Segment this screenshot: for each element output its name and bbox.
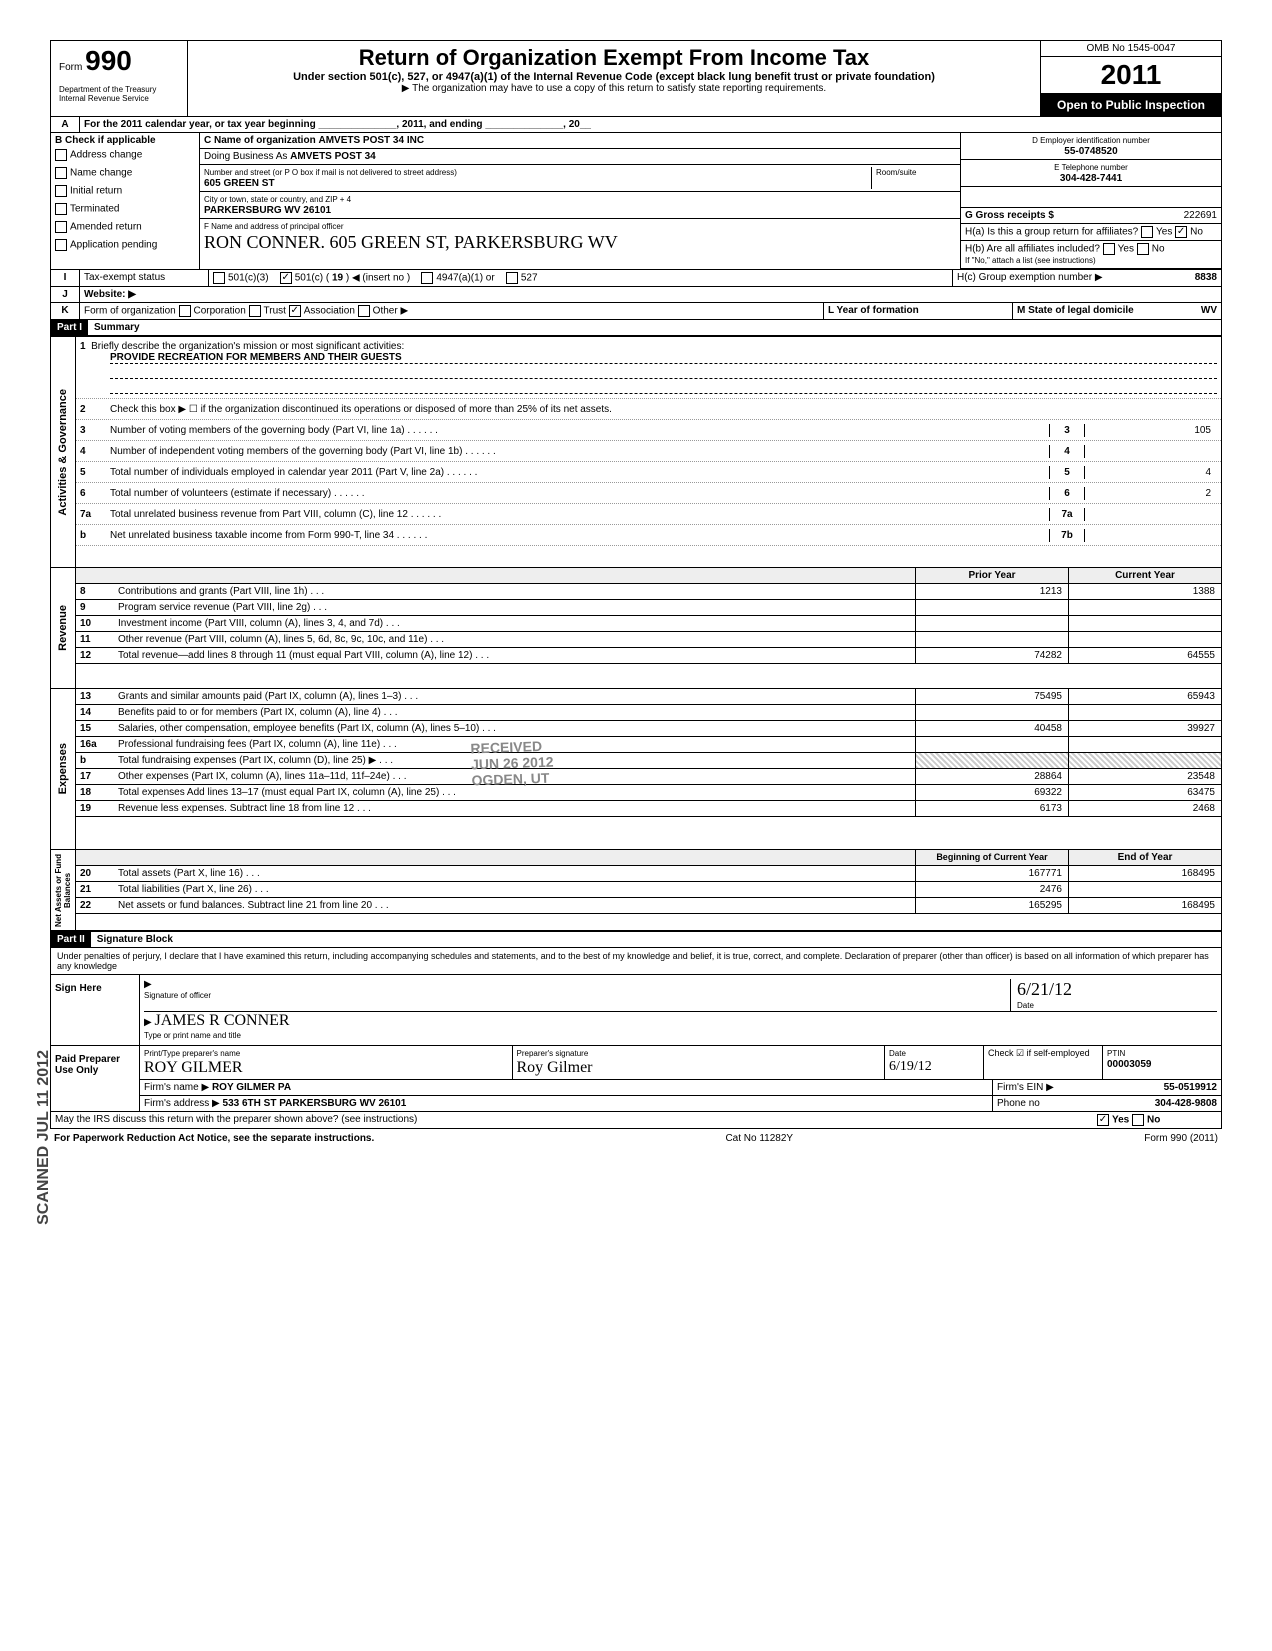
part1-header: Part I <box>51 320 88 335</box>
line-j: J Website: ▶ <box>51 287 1221 303</box>
reporting-note: ▶ The organization may have to use a cop… <box>196 83 1032 94</box>
line-a: A For the 2011 calendar year, or tax yea… <box>51 117 1221 133</box>
b-checkbox[interactable] <box>55 203 67 215</box>
form-word: Form <box>59 62 82 73</box>
ha-no[interactable] <box>1175 226 1187 238</box>
perjury-text: Under penalties of perjury, I declare th… <box>51 948 1221 975</box>
preparer-name: ROY GILMER <box>144 1059 243 1076</box>
org-name: AMVETS POST 34 INC <box>318 135 424 146</box>
ha-yes[interactable] <box>1141 226 1153 238</box>
dept-treasury: Department of the Treasury <box>59 85 179 94</box>
b-checkbox[interactable] <box>55 221 67 233</box>
b-checkbox[interactable] <box>55 185 67 197</box>
open-public: Open to Public Inspection <box>1041 94 1221 116</box>
officer-name: RON CONNER. 605 GREEN ST, PARKERSBURG WV <box>204 232 618 252</box>
state-domicile: WV <box>1201 305 1217 316</box>
footer: For Paperwork Reduction Act Notice, see … <box>50 1129 1222 1148</box>
527-checkbox[interactable] <box>506 272 518 284</box>
received-stamp: RECEIVED JUN 26 2012 OGDEN, UT <box>470 738 554 789</box>
section-b: B Check if applicable Address changeName… <box>51 133 1221 270</box>
discuss-no[interactable] <box>1132 1114 1144 1126</box>
ptin-value: 00003059 <box>1107 1059 1152 1070</box>
501c-checkbox[interactable] <box>280 272 292 284</box>
line-k: K Form of organization Corporation Trust… <box>51 303 1221 320</box>
trust-checkbox[interactable] <box>249 305 261 317</box>
4947-checkbox[interactable] <box>421 272 433 284</box>
corp-checkbox[interactable] <box>179 305 191 317</box>
omb-number: OMB No 1545-0047 <box>1041 41 1221 57</box>
form-990-container: Form 990 Department of the Treasury Inte… <box>50 40 1222 1129</box>
city-value: PARKERSBURG WV 26101 <box>204 205 331 216</box>
dba-name: AMVETS POST 34 <box>290 151 376 162</box>
tax-year: 2011 <box>1041 57 1221 94</box>
subtitle: Under section 501(c), 527, or 4947(a)(1)… <box>196 71 1032 83</box>
b-checkbox[interactable] <box>55 239 67 251</box>
header-row: Form 990 Department of the Treasury Inte… <box>51 41 1221 117</box>
part1-title: Summary <box>88 320 146 335</box>
firm-address: 533 6TH ST PARKERSBURG WV 26101 <box>223 1098 407 1109</box>
discuss-yes[interactable] <box>1097 1114 1109 1126</box>
main-title: Return of Organization Exempt From Incom… <box>196 45 1032 71</box>
hb-yes[interactable] <box>1103 243 1115 255</box>
501c3-checkbox[interactable] <box>213 272 225 284</box>
check-applicable: Check if applicable <box>65 135 156 146</box>
mission-text: PROVIDE RECREATION FOR MEMBERS AND THEIR… <box>110 352 1217 364</box>
street-address: 605 GREEN ST <box>204 178 275 189</box>
other-checkbox[interactable] <box>358 305 370 317</box>
sidebar-expenses: Expenses <box>57 743 69 794</box>
sidebar-activities: Activities & Governance <box>57 389 69 516</box>
line-i: I Tax-exempt status 501(c)(3) 501(c) ( 1… <box>51 270 1221 287</box>
gross-receipts: 222691 <box>1184 210 1217 221</box>
sidebar-net: Net Assets or Fund Balances <box>54 850 72 930</box>
form-number: 990 <box>85 45 132 76</box>
b-checkbox[interactable] <box>55 167 67 179</box>
officer-typed-name: JAMES R CONNER <box>154 1012 289 1029</box>
b-checkbox[interactable] <box>55 149 67 161</box>
sign-here-row: Sign Here ▶Signature of officer 6/21/12D… <box>51 975 1221 1046</box>
group-exemption: 8838 <box>1195 272 1217 283</box>
irs-discuss: May the IRS discuss this return with the… <box>51 1112 1093 1128</box>
firm-phone: 304-428-9808 <box>1155 1098 1217 1109</box>
preparer-date: 6/19/12 <box>889 1059 932 1074</box>
firm-name: ROY GILMER PA <box>212 1082 291 1093</box>
part2-header: Part II <box>51 932 91 947</box>
preparer-signature: Roy Gilmer <box>517 1059 593 1076</box>
firm-ein: 55-0519912 <box>1164 1082 1217 1093</box>
phone-value: 304-428-7441 <box>1060 173 1122 184</box>
officer-date: 6/21/12 <box>1017 979 1072 999</box>
hb-no[interactable] <box>1137 243 1149 255</box>
dept-irs: Internal Revenue Service <box>59 94 179 103</box>
ein-value: 55-0748520 <box>1064 146 1117 157</box>
paid-preparer-row: Paid Preparer Use Only Print/Type prepar… <box>51 1046 1221 1112</box>
sidebar-revenue: Revenue <box>57 605 69 651</box>
part2-title: Signature Block <box>91 932 179 947</box>
assoc-checkbox[interactable] <box>289 305 301 317</box>
scanned-stamp: SCANNED JUL 11 2012 <box>35 1050 53 1225</box>
